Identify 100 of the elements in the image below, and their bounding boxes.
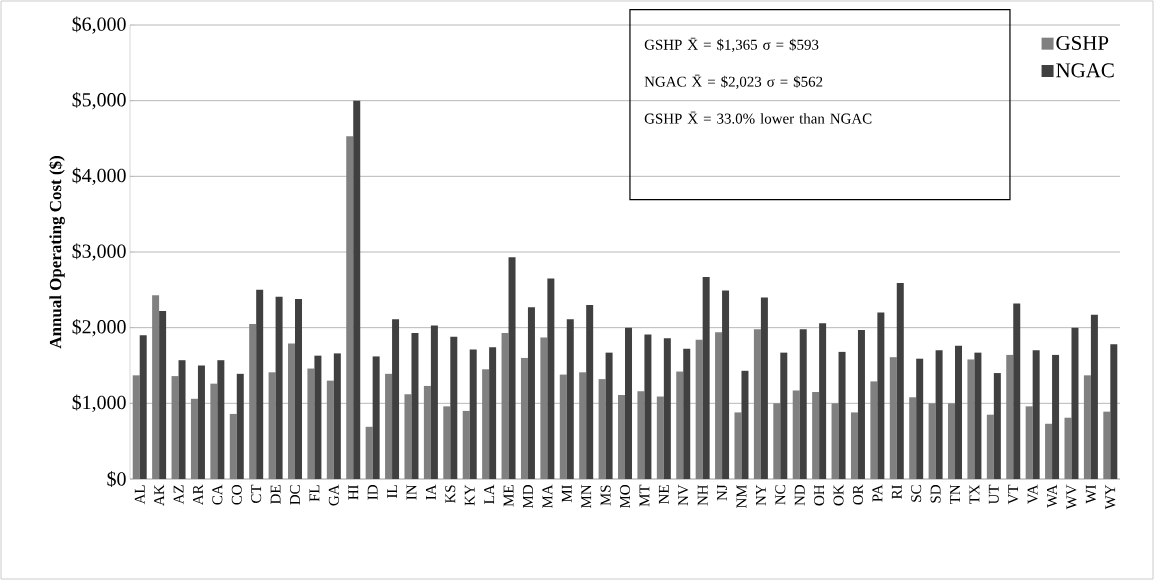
bar (967, 359, 975, 479)
bar (1045, 423, 1053, 479)
bar (974, 352, 982, 479)
bar (229, 413, 237, 479)
x-tick-label: CO (231, 485, 242, 505)
x-tick-label: NV (678, 484, 689, 506)
annotation: GSHP X̄ = $1,365 σ = $593 (644, 37, 819, 52)
bar (411, 332, 419, 479)
y-tick-label: $6,000 (72, 16, 126, 34)
x-tick-label: VA (1027, 484, 1038, 504)
x-tick-label: WA (1047, 484, 1058, 508)
y-tick-label: $3,000 (72, 243, 126, 261)
bar (275, 296, 283, 479)
bar (889, 357, 897, 479)
bar (695, 339, 703, 479)
bar (625, 327, 633, 479)
bar (430, 325, 438, 479)
x-tick-label: NC (775, 485, 786, 505)
bar (197, 365, 205, 479)
bar (482, 369, 490, 479)
bar (171, 376, 179, 479)
bar (618, 395, 626, 479)
x-tick-label: AZ (173, 485, 184, 505)
x-tick-label: GA (328, 484, 339, 506)
bar (152, 295, 160, 479)
x-tick-label: IN (406, 484, 417, 500)
bar (132, 375, 140, 479)
x-tick-label: TX (969, 484, 980, 505)
x-tick-label: IL (387, 485, 397, 499)
bar (346, 136, 354, 479)
bar (916, 358, 924, 479)
bar (159, 311, 167, 479)
bar (993, 373, 1001, 479)
x-tick-label: KS (445, 485, 456, 504)
x-tick-label: WV (1066, 484, 1077, 510)
x-tick-label: AL (134, 485, 145, 505)
x-tick-label: ID (367, 485, 378, 500)
bar (1064, 417, 1072, 479)
x-tick-label: MS (600, 485, 611, 506)
bar (249, 323, 257, 479)
bar (404, 394, 412, 479)
x-tick-label: NJ (717, 484, 728, 501)
legend-label: GSHP (1056, 35, 1109, 51)
bar (760, 297, 768, 479)
bar (831, 403, 839, 479)
bar (857, 329, 865, 479)
x-tick-label: RI (891, 484, 902, 499)
x-tick-label: SC (911, 485, 922, 502)
bar (450, 336, 458, 479)
x-tick-label: MA (542, 484, 553, 509)
bar (1006, 354, 1014, 479)
bar (1090, 314, 1098, 479)
x-tick-label: MI (561, 484, 572, 503)
bar (605, 352, 613, 479)
bar (469, 349, 477, 479)
bar (268, 372, 276, 479)
bar (773, 403, 781, 479)
x-tick-label: HI (348, 484, 359, 500)
bar (139, 335, 147, 479)
x-tick-label: PA (872, 484, 883, 502)
x-tick-label: MT (639, 484, 650, 507)
x-tick-label: CA (212, 484, 223, 505)
bar (799, 329, 807, 479)
x-tick-label: CT (251, 484, 262, 503)
bar (540, 337, 548, 479)
x-tick-label: NM (736, 484, 747, 509)
bar (877, 312, 885, 479)
bar (443, 406, 451, 479)
bar (333, 353, 341, 479)
x-tick-label: LA (484, 484, 495, 504)
bar (1083, 375, 1091, 479)
x-tick-label: SD (930, 485, 941, 503)
x-tick-label: KY (464, 484, 475, 506)
x-tick-label: TN (950, 484, 960, 505)
bar (702, 276, 710, 479)
y-tick-label: $1,000 (72, 394, 126, 413)
bar (734, 412, 742, 479)
bar (1103, 411, 1111, 479)
bar (527, 307, 535, 479)
bar (741, 370, 749, 479)
x-tick-label: MD (523, 485, 533, 509)
x-tick-label: MO (619, 485, 631, 509)
annotation: NGAC X̄ = $2,023 σ = $562 (644, 74, 823, 89)
bar (656, 396, 664, 479)
bar (501, 332, 509, 479)
bar (385, 373, 393, 479)
bar (838, 351, 846, 479)
bar (190, 398, 198, 479)
bar (819, 323, 827, 479)
x-tick-label: UT (988, 484, 999, 505)
bar (579, 372, 587, 479)
bar (423, 385, 431, 479)
x-tick-label: AR (193, 484, 203, 506)
bar (683, 348, 691, 479)
x-tick-label: FL (309, 485, 320, 502)
bar (598, 379, 606, 479)
legend-label: NGAC (1056, 63, 1114, 78)
bar (256, 289, 264, 479)
x-tick-label: OR (852, 484, 863, 505)
bar (365, 426, 373, 479)
